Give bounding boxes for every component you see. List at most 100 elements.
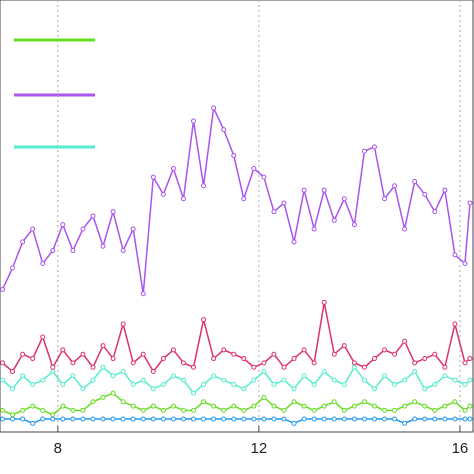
point: [361, 399, 367, 405]
point: [422, 191, 428, 197]
point: [30, 356, 36, 362]
point: [331, 351, 337, 357]
point: [20, 407, 26, 413]
point: [261, 174, 267, 180]
point: [221, 347, 227, 353]
point: [432, 416, 438, 422]
point: [452, 416, 458, 422]
point: [361, 364, 367, 370]
point: [231, 416, 237, 422]
point: [60, 222, 66, 228]
point: [140, 351, 146, 357]
point: [60, 347, 66, 353]
point: [351, 360, 357, 366]
point: [40, 261, 46, 267]
point: [371, 403, 377, 409]
point: [221, 407, 227, 413]
point: [80, 416, 86, 422]
point: [321, 403, 327, 409]
point: [382, 196, 388, 202]
point: [392, 351, 398, 357]
point: [191, 390, 197, 396]
point: [321, 416, 327, 422]
point: [160, 416, 166, 422]
point: [251, 165, 257, 171]
point: [0, 286, 6, 292]
point: [20, 416, 26, 422]
point: [130, 360, 136, 366]
point: [452, 399, 458, 405]
point: [412, 399, 418, 405]
point: [251, 364, 257, 370]
point: [80, 226, 86, 232]
point: [60, 381, 66, 387]
plot-frame: [0, 0, 474, 433]
point: [402, 420, 408, 426]
point: [281, 407, 287, 413]
point: [80, 351, 86, 357]
point: [241, 407, 247, 413]
point: [50, 248, 56, 254]
point: [140, 377, 146, 383]
point: [361, 416, 367, 422]
point: [462, 261, 468, 267]
point: [170, 416, 176, 422]
point: [301, 373, 307, 379]
point: [442, 416, 448, 422]
point: [231, 403, 237, 409]
point: [412, 416, 418, 422]
point: [100, 343, 106, 349]
point: [140, 416, 146, 422]
x-tick-label: 12: [251, 440, 268, 457]
point: [130, 403, 136, 409]
point: [170, 165, 176, 171]
point: [40, 334, 46, 340]
point: [261, 369, 267, 375]
point: [392, 416, 398, 422]
point: [180, 360, 186, 366]
point: [40, 377, 46, 383]
point: [120, 369, 126, 375]
point: [467, 356, 473, 362]
point: [110, 390, 116, 396]
point: [160, 356, 166, 362]
point: [412, 178, 418, 184]
point: [150, 416, 156, 422]
point: [90, 213, 96, 219]
point: [402, 226, 408, 232]
point: [452, 252, 458, 258]
point: [382, 407, 388, 413]
x-tick-label: 8: [54, 440, 62, 457]
point: [10, 416, 16, 422]
point: [201, 416, 207, 422]
point: [20, 351, 26, 357]
point: [271, 209, 277, 215]
point: [321, 299, 327, 305]
point: [281, 416, 287, 422]
point: [221, 416, 227, 422]
point: [80, 386, 86, 392]
point: [120, 399, 126, 405]
point: [211, 403, 217, 409]
point: [120, 416, 126, 422]
point: [442, 187, 448, 193]
point: [201, 381, 207, 387]
point: [361, 148, 367, 154]
point: [191, 407, 197, 413]
point: [211, 416, 217, 422]
point: [432, 407, 438, 413]
point: [402, 377, 408, 383]
point: [382, 347, 388, 353]
point: [150, 403, 156, 409]
point: [180, 377, 186, 383]
point: [60, 416, 66, 422]
point: [311, 407, 317, 413]
point: [301, 187, 307, 193]
point: [462, 360, 468, 366]
point: [40, 416, 46, 422]
point: [10, 412, 16, 418]
point: [422, 403, 428, 409]
point: [110, 373, 116, 379]
point: [467, 416, 473, 422]
point: [70, 416, 76, 422]
